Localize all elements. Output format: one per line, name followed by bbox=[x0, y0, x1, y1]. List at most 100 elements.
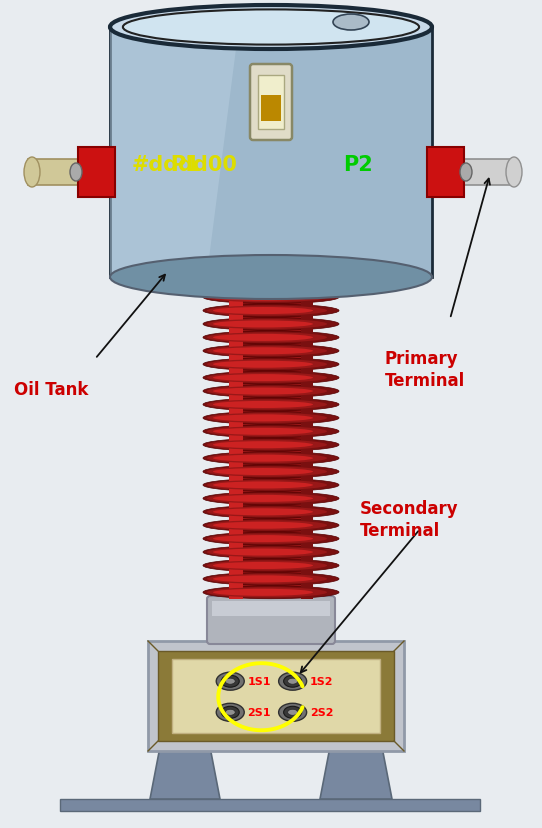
Text: 1S1: 1S1 bbox=[247, 676, 271, 686]
Ellipse shape bbox=[213, 308, 313, 315]
Ellipse shape bbox=[213, 402, 313, 408]
Ellipse shape bbox=[207, 306, 327, 316]
Ellipse shape bbox=[213, 575, 313, 583]
Ellipse shape bbox=[207, 320, 327, 330]
Ellipse shape bbox=[203, 412, 339, 425]
Ellipse shape bbox=[213, 388, 313, 395]
Text: 1S2: 1S2 bbox=[309, 676, 333, 686]
Ellipse shape bbox=[203, 439, 339, 451]
Bar bbox=[229, 277, 313, 599]
Ellipse shape bbox=[203, 345, 339, 358]
Ellipse shape bbox=[213, 374, 313, 382]
FancyBboxPatch shape bbox=[207, 596, 335, 644]
Ellipse shape bbox=[203, 372, 339, 384]
Ellipse shape bbox=[203, 493, 339, 505]
Text: Primary
Terminal: Primary Terminal bbox=[385, 349, 465, 390]
Ellipse shape bbox=[207, 467, 327, 477]
Ellipse shape bbox=[213, 441, 313, 449]
Ellipse shape bbox=[506, 158, 522, 188]
Polygon shape bbox=[320, 747, 392, 799]
Ellipse shape bbox=[213, 469, 313, 475]
Ellipse shape bbox=[216, 672, 244, 691]
Ellipse shape bbox=[203, 532, 339, 546]
Ellipse shape bbox=[207, 413, 327, 423]
Ellipse shape bbox=[110, 256, 432, 300]
Ellipse shape bbox=[203, 519, 339, 532]
Ellipse shape bbox=[213, 294, 313, 301]
Ellipse shape bbox=[460, 164, 472, 182]
Ellipse shape bbox=[213, 348, 313, 355]
Ellipse shape bbox=[203, 278, 339, 291]
Ellipse shape bbox=[213, 321, 313, 328]
Ellipse shape bbox=[203, 305, 339, 318]
Ellipse shape bbox=[213, 589, 313, 596]
Ellipse shape bbox=[213, 415, 313, 422]
Text: Oil Tank: Oil Tank bbox=[14, 381, 88, 398]
Polygon shape bbox=[150, 747, 220, 799]
Ellipse shape bbox=[110, 6, 432, 50]
Bar bbox=[158, 651, 394, 741]
Ellipse shape bbox=[213, 522, 313, 529]
Ellipse shape bbox=[207, 333, 327, 343]
Ellipse shape bbox=[207, 373, 327, 383]
Text: P2: P2 bbox=[343, 155, 373, 175]
Ellipse shape bbox=[213, 361, 313, 368]
Ellipse shape bbox=[279, 704, 307, 721]
Ellipse shape bbox=[207, 574, 327, 585]
Ellipse shape bbox=[203, 291, 339, 304]
Bar bbox=[261, 96, 281, 122]
Bar bbox=[172, 659, 380, 733]
Ellipse shape bbox=[207, 480, 327, 490]
Ellipse shape bbox=[203, 546, 339, 559]
Text: Secondary
Terminal: Secondary Terminal bbox=[360, 499, 459, 540]
Ellipse shape bbox=[207, 508, 327, 518]
Ellipse shape bbox=[213, 455, 313, 462]
Ellipse shape bbox=[207, 440, 327, 450]
Bar bbox=[301, 277, 313, 599]
Ellipse shape bbox=[207, 426, 327, 437]
Bar bbox=[60, 799, 480, 811]
Ellipse shape bbox=[207, 588, 327, 598]
Ellipse shape bbox=[203, 359, 339, 371]
Ellipse shape bbox=[283, 706, 302, 719]
Ellipse shape bbox=[288, 710, 298, 715]
Ellipse shape bbox=[203, 560, 339, 572]
Ellipse shape bbox=[333, 15, 369, 31]
Ellipse shape bbox=[207, 561, 327, 570]
Ellipse shape bbox=[213, 281, 313, 288]
Ellipse shape bbox=[225, 710, 235, 715]
Ellipse shape bbox=[207, 293, 327, 303]
Ellipse shape bbox=[207, 387, 327, 397]
Ellipse shape bbox=[203, 465, 339, 479]
Ellipse shape bbox=[213, 508, 313, 516]
Text: 2S1: 2S1 bbox=[247, 707, 271, 717]
Bar bbox=[229, 277, 313, 599]
Ellipse shape bbox=[279, 672, 307, 691]
Ellipse shape bbox=[213, 335, 313, 341]
Ellipse shape bbox=[203, 573, 339, 585]
Bar bbox=[212, 601, 330, 616]
Ellipse shape bbox=[123, 11, 419, 46]
Ellipse shape bbox=[203, 479, 339, 492]
Bar bbox=[110, 28, 432, 277]
Ellipse shape bbox=[207, 493, 327, 503]
Bar bbox=[148, 641, 404, 751]
Ellipse shape bbox=[203, 385, 339, 398]
Ellipse shape bbox=[203, 506, 339, 518]
Ellipse shape bbox=[207, 547, 327, 557]
Ellipse shape bbox=[203, 318, 339, 331]
Ellipse shape bbox=[213, 428, 313, 436]
Ellipse shape bbox=[225, 678, 235, 685]
Ellipse shape bbox=[203, 331, 339, 344]
Ellipse shape bbox=[207, 346, 327, 356]
Bar bbox=[427, 148, 464, 198]
Ellipse shape bbox=[213, 536, 313, 542]
Bar bbox=[229, 277, 243, 599]
Ellipse shape bbox=[24, 158, 40, 188]
Ellipse shape bbox=[213, 549, 313, 556]
Ellipse shape bbox=[221, 706, 239, 719]
Ellipse shape bbox=[216, 704, 244, 721]
Bar bbox=[464, 160, 510, 185]
Text: P1: P1 bbox=[170, 155, 200, 175]
Bar bbox=[229, 277, 243, 599]
